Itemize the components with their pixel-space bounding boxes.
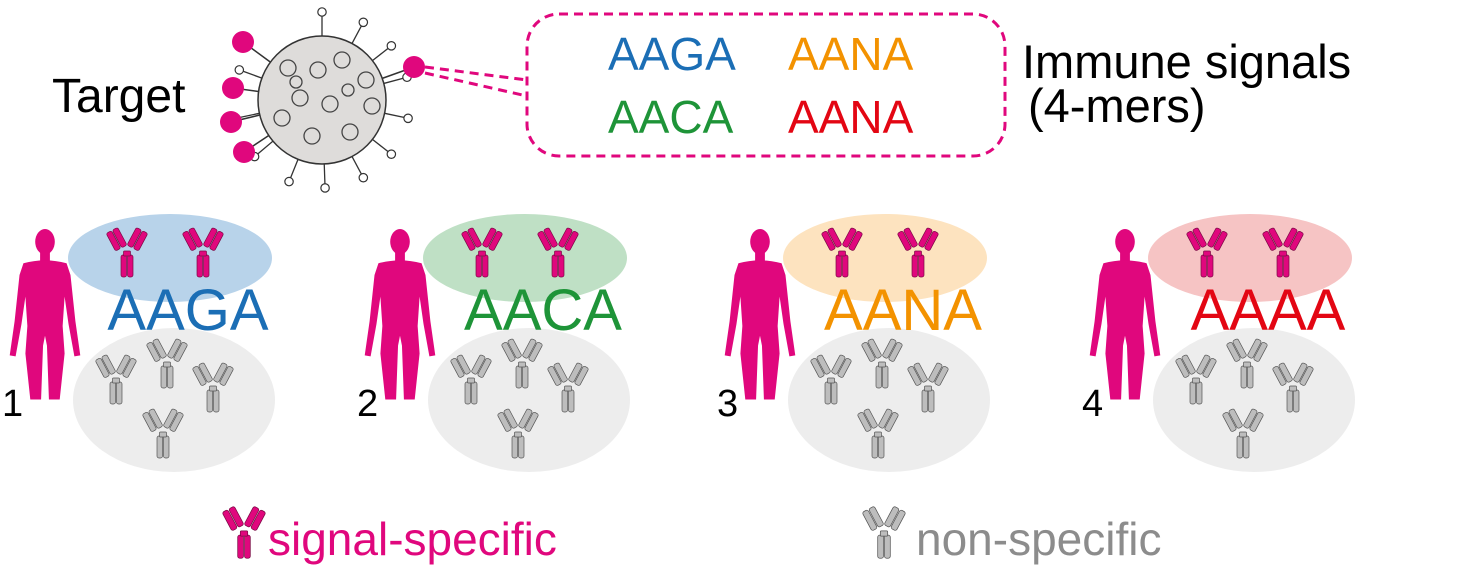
specific-antibody-icon: [221, 505, 267, 559]
signal-epitope: [220, 111, 242, 133]
signal-epitope: [403, 56, 425, 78]
virus-spikes: [220, 7, 425, 193]
legend-specific-label: signal-specific: [268, 513, 557, 565]
individual-3: AANA 3: [717, 214, 990, 472]
signal-epitope: [222, 77, 244, 99]
connector-line-top: [424, 65, 528, 82]
virus-spike-tip: [358, 17, 369, 28]
individual-number: 1: [2, 383, 23, 425]
individual-signal-label: AAAA: [1191, 278, 1346, 343]
nonspecific-antibody-icon: [861, 505, 907, 559]
signal-item: AACA: [608, 91, 734, 143]
virus-icon: [220, 7, 425, 193]
legend: signal-specific non-specific: [221, 505, 1161, 565]
virus-spike-tip: [234, 65, 245, 75]
individual-number: 4: [1082, 383, 1103, 425]
connector-line-bottom: [424, 71, 528, 98]
signal-item: AANA: [788, 91, 914, 143]
virus-spike-tip: [386, 149, 397, 159]
signal-epitope: [232, 31, 254, 53]
individual-signal-label: AAGA: [107, 278, 268, 343]
individuals-row: AAGA 1 AACA 2 AANA 3 AAAA 4: [2, 214, 1355, 472]
individual-number: 2: [357, 383, 378, 425]
signal-item: AAGA: [608, 28, 736, 80]
virus-spike-tip: [358, 172, 369, 183]
signals-title: Immune signals: [1022, 35, 1351, 88]
virus-spike-tip: [386, 41, 397, 51]
signals-subtitle: (4-mers): [1028, 79, 1206, 132]
virus-spike-tip: [317, 7, 327, 17]
virus-spike-tip: [284, 176, 294, 187]
target-label: Target: [52, 70, 185, 123]
virus-spike-tip: [403, 113, 413, 124]
individual-signal-label: AACA: [464, 278, 622, 343]
individual-2: AACA 2: [357, 214, 630, 472]
virus-body: [257, 35, 387, 165]
legend-nonspecific-label: non-specific: [916, 513, 1161, 565]
virus-inner-particles: [273, 51, 381, 145]
individual-1: AAGA 1: [2, 214, 275, 472]
signals-list: AAGA AANA AACA AANA: [608, 28, 914, 143]
signal-epitope: [233, 141, 255, 163]
individual-number: 3: [717, 383, 738, 425]
individual-4: AAAA 4: [1082, 214, 1355, 472]
virus-spike-tip: [320, 183, 330, 193]
signal-item: AANA: [788, 28, 914, 80]
signals-box: [525, 12, 1007, 158]
individual-signal-label: AANA: [824, 278, 982, 343]
